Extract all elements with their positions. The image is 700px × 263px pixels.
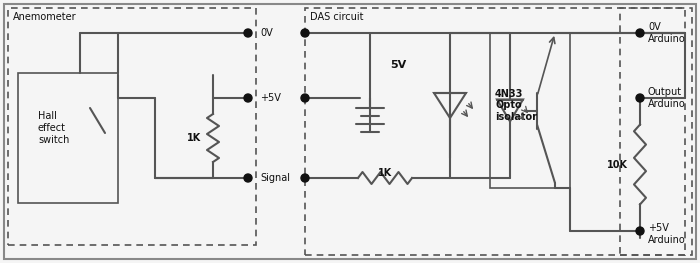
Bar (18, 73, 118, 203)
Text: 4N33
Opto
isolator: 4N33 Opto isolator (495, 89, 537, 122)
Circle shape (301, 29, 309, 37)
Text: +5V: +5V (260, 93, 281, 103)
Circle shape (244, 174, 252, 182)
Text: Hall
effect
switch: Hall effect switch (38, 112, 69, 145)
Circle shape (244, 94, 252, 102)
Text: 5V: 5V (390, 60, 406, 70)
Text: 10K: 10K (607, 159, 628, 169)
Text: Signal: Signal (260, 173, 290, 183)
Text: 1K: 1K (187, 133, 201, 143)
Text: Output
Arduino: Output Arduino (648, 87, 686, 109)
Text: DAS circuit: DAS circuit (310, 12, 363, 22)
Circle shape (301, 94, 309, 102)
Bar (490, 33, 570, 188)
Circle shape (244, 29, 252, 37)
Text: 0V: 0V (260, 28, 273, 38)
Circle shape (636, 29, 644, 37)
Text: 1K: 1K (378, 168, 392, 178)
Text: 0V
Arduino: 0V Arduino (648, 22, 686, 44)
Circle shape (301, 174, 309, 182)
Text: Anemometer: Anemometer (13, 12, 76, 22)
Circle shape (636, 94, 644, 102)
Circle shape (636, 227, 644, 235)
Text: +5V
Arduino: +5V Arduino (648, 223, 686, 245)
